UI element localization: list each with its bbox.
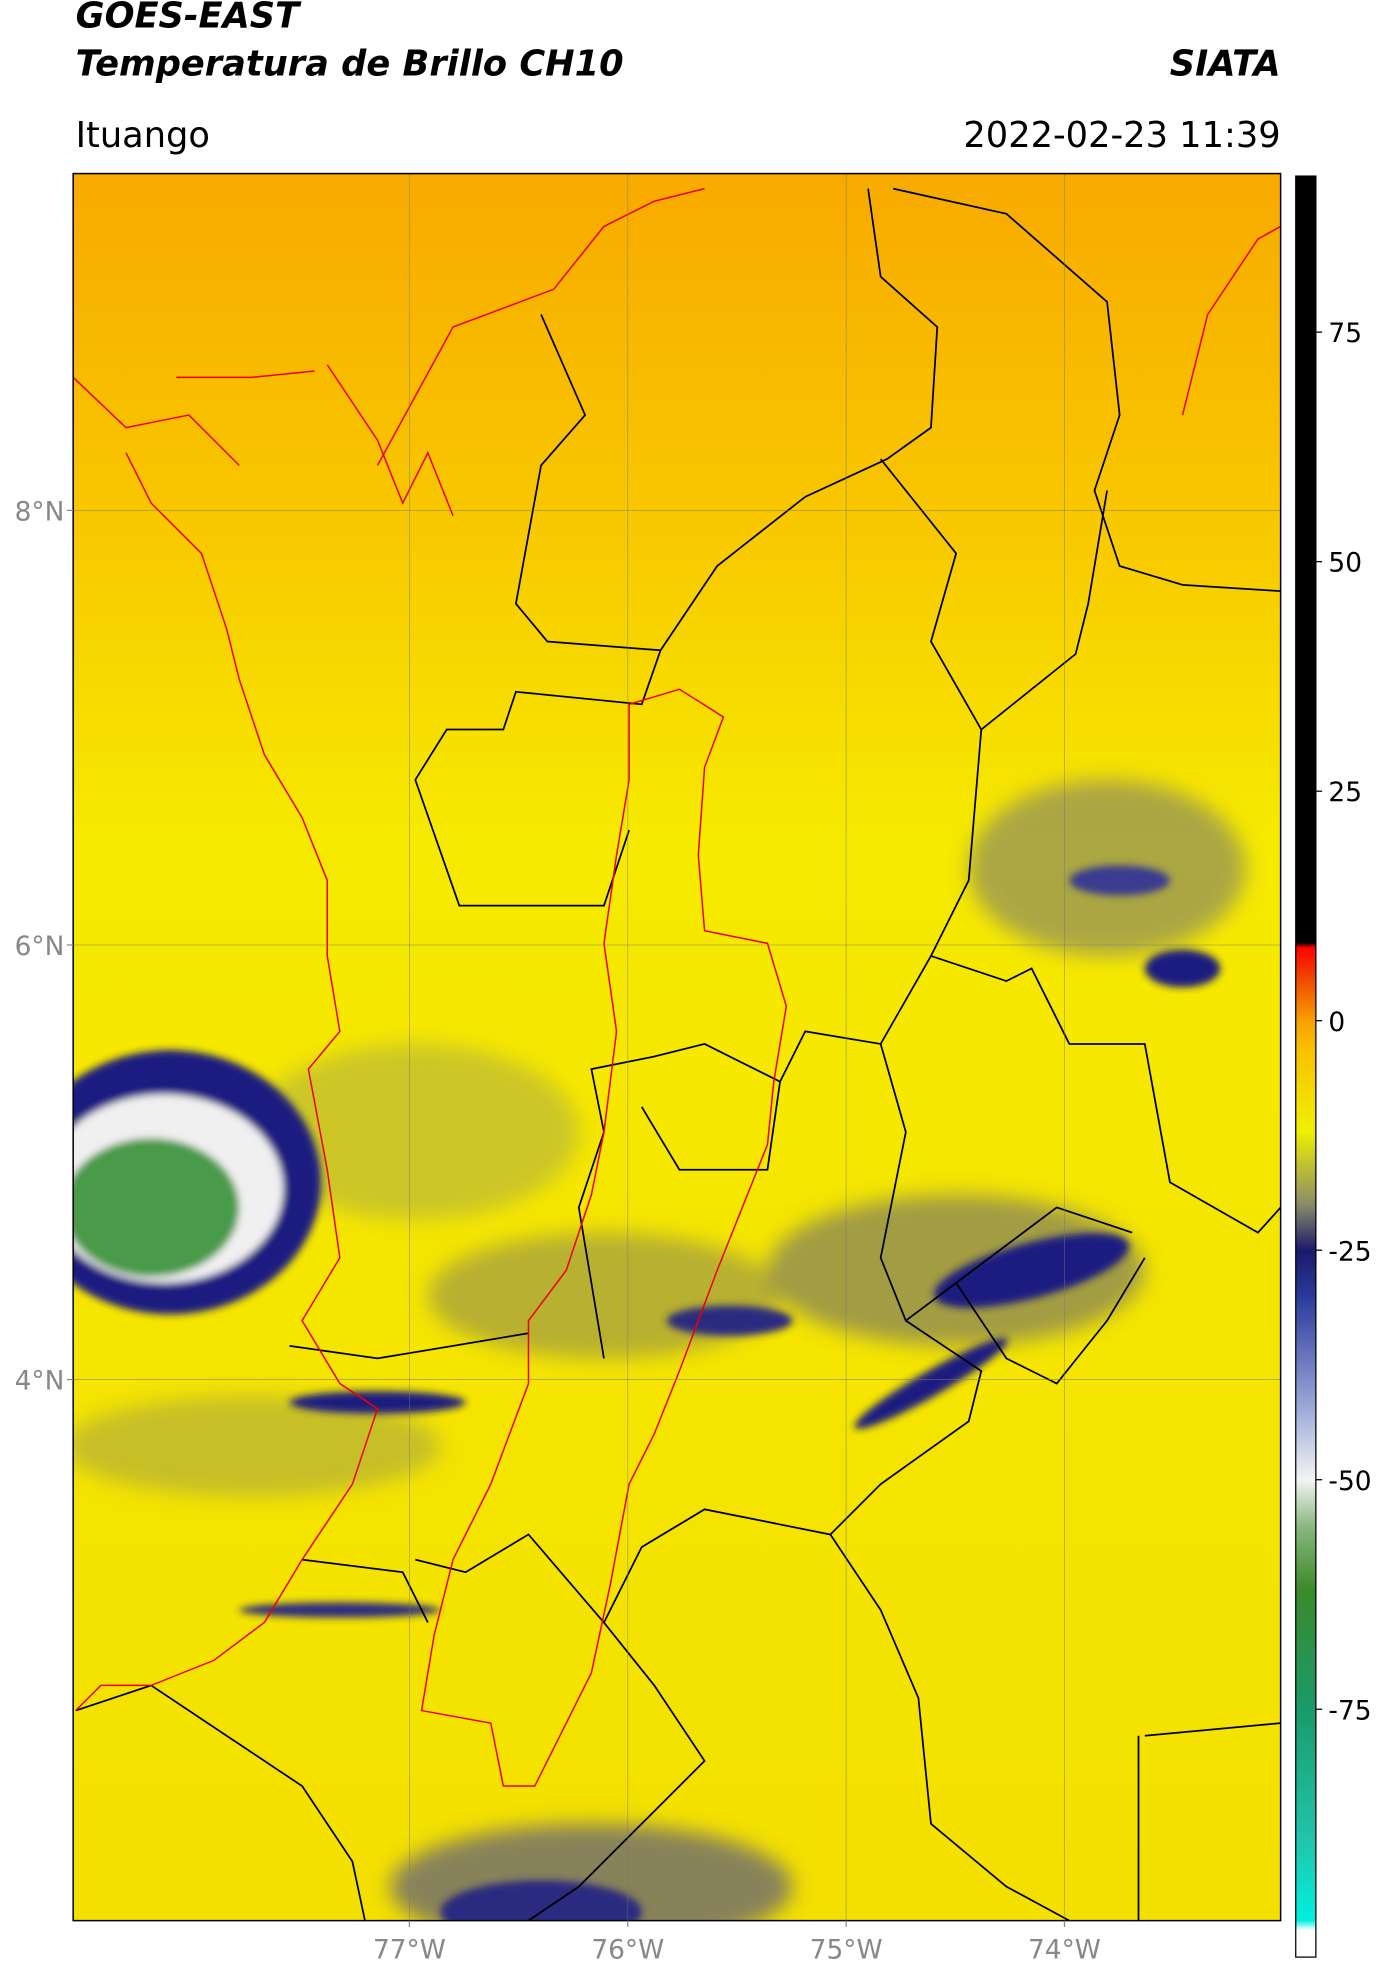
colorbar-segment — [1295, 1479, 1316, 1527]
colorbar-tick-label: -50 — [1328, 1466, 1371, 1497]
x-tick-label: 76°W — [591, 1934, 664, 1965]
colorbar-segment — [1295, 1130, 1316, 1205]
colorbar-segment — [1295, 1406, 1316, 1481]
colorbar-segment — [1295, 1929, 1316, 1958]
datetime: 2022-02-23 11:39 — [963, 115, 1280, 156]
cloud-field — [73, 779, 1246, 1921]
colorbar-tick-label: -25 — [1328, 1236, 1371, 1267]
graticule — [73, 173, 1281, 1921]
axis-labels: 77°W 76°W 75°W 74°W 8°N 6°N 4°N — [15, 496, 1101, 1965]
colorbar-tick-label: 75 — [1328, 318, 1362, 349]
x-tick-label: 77°W — [373, 1934, 446, 1965]
colorbar-segment — [1295, 1846, 1316, 1922]
boundary — [75, 187, 1281, 1921]
map — [73, 173, 1281, 1921]
colorbar-tick-label: 25 — [1328, 777, 1362, 808]
colorbar-segment — [1295, 176, 1316, 944]
x-tick-label: 75°W — [810, 1934, 883, 1965]
x-tick-label: 74°W — [1028, 1934, 1101, 1965]
coastline — [73, 187, 1281, 1712]
colorbar-tick-label: 50 — [1328, 548, 1362, 579]
subtitle: Temperatura de Brillo CH10 — [76, 43, 624, 84]
y-tick-label: 8°N — [15, 496, 65, 527]
title: GOES-EAST — [76, 0, 302, 37]
colorbar-segment — [1295, 1589, 1316, 1710]
map-background — [73, 173, 1281, 1921]
colorbar-segment — [1295, 1920, 1316, 1931]
y-tick-label: 4°N — [15, 1366, 65, 1397]
colorbar-tick-label: 0 — [1328, 1007, 1345, 1038]
colorbar-segment — [1295, 1048, 1316, 1132]
brand: SIATA — [1170, 43, 1281, 84]
cold-cloud-tops — [73, 865, 1221, 1921]
colorbar-frame — [1295, 175, 1317, 1958]
colorbar-segment — [1295, 1709, 1316, 1848]
colorbar-segment — [1295, 942, 1316, 948]
region: Ituango — [76, 115, 210, 156]
colorbar-tick-label: -75 — [1328, 1695, 1371, 1726]
map-frame — [72, 172, 1282, 1922]
colorbar: 75 50 25 0 -25 -50 -75 — [1295, 175, 1372, 1958]
colorbar-segment — [1295, 974, 1316, 1022]
colorbar-segment — [1295, 1204, 1316, 1251]
colorbar-segment — [1295, 1250, 1316, 1297]
colorbar-segment — [1295, 1020, 1316, 1049]
watershed-boundary — [420, 688, 788, 1787]
colorbar-segment — [1295, 1525, 1316, 1591]
colorbar-segment — [1295, 1296, 1316, 1407]
colorbar-segment — [1295, 947, 1316, 976]
y-tick-label: 6°N — [15, 931, 65, 962]
